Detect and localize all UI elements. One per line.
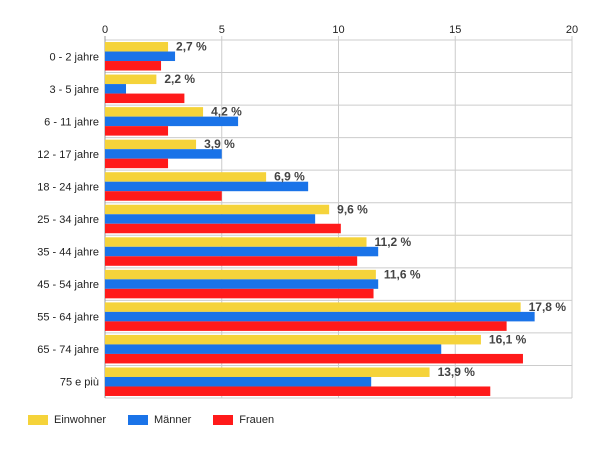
category-label: 25 - 34 jahre: [37, 214, 99, 226]
bar-mnner: [105, 279, 379, 289]
x-tick-label: 0: [102, 24, 108, 36]
data-label: 16,1 %: [489, 332, 527, 346]
bar-frauen: [105, 158, 169, 169]
legend-item-frauen: Frauen: [213, 414, 274, 426]
legend-swatch-einwohner: [28, 415, 48, 425]
bar-einwohner: [105, 302, 521, 312]
bar-frauen: [105, 126, 169, 136]
category-label: 55 - 64 jahre: [37, 312, 99, 324]
data-label: 13,9 %: [438, 365, 476, 379]
bar-frauen: [105, 256, 358, 266]
data-label: 2,2 %: [164, 72, 195, 86]
bar-mnner: [105, 344, 442, 354]
legend-swatch-frauen: [213, 415, 234, 425]
bar-einwohner: [105, 367, 430, 377]
bar-mnner: [105, 214, 316, 224]
x-tick-label: 15: [449, 24, 461, 36]
bar-einwohner: [105, 269, 376, 280]
category-label: 6 - 11 jahre: [44, 116, 99, 128]
bar-mnner: [105, 246, 379, 257]
bar-einwohner: [105, 172, 267, 182]
category-label: 3 - 5 jahre: [49, 84, 99, 96]
bar-einwohner: [105, 74, 157, 85]
x-tick-label: 20: [566, 24, 578, 36]
data-label: 6,9 %: [274, 170, 305, 184]
legend-label-maenner: Männer: [153, 414, 192, 426]
data-label: 11,6 %: [384, 267, 421, 281]
bar-einwohner: [105, 42, 169, 52]
bars: [105, 42, 535, 396]
x-tick-label: 10: [332, 24, 344, 36]
bar-mnner: [105, 181, 309, 192]
category-label: 45 - 54 jahre: [37, 279, 99, 291]
bar-einwohner: [105, 204, 330, 215]
category-label: 12 - 17 jahre: [37, 149, 99, 161]
category-label: 18 - 24 jahre: [37, 181, 99, 193]
x-axis-ticks: 0 5 10 15 20: [102, 24, 578, 36]
legend: Einwohner Männer Frauen: [28, 414, 274, 426]
bar-frauen: [105, 288, 374, 299]
category-label: 65 - 74 jahre: [37, 344, 99, 356]
bar-frauen: [105, 386, 491, 396]
x-tick-label: 5: [219, 24, 225, 36]
legend-label-einwohner: Einwohner: [54, 414, 106, 426]
bar-einwohner: [105, 107, 204, 117]
bar-frauen: [105, 321, 507, 331]
data-label: 3,9 %: [204, 137, 235, 151]
category-label: 0 - 2 jahre: [49, 51, 99, 63]
data-label: 2,7 %: [176, 40, 207, 54]
bar-mnner: [105, 84, 127, 94]
bar-einwohner: [105, 139, 197, 150]
legend-swatch-maenner: [127, 415, 148, 425]
bar-chart: 0 5 10 15 20 0 - 2 jahre 3 - 5 jahre 6 - 11 ja…: [37, 24, 578, 399]
bar-mnner: [105, 116, 239, 127]
legend-item-einwohner: Einwohner: [28, 414, 106, 426]
bar-einwohner: [105, 237, 367, 247]
legend-label-frauen: Frauen: [239, 414, 275, 426]
category-label: 35 - 44 jahre: [37, 247, 99, 259]
data-label: 17,8 %: [529, 300, 567, 314]
bar-frauen: [105, 353, 523, 364]
bar-mnner: [105, 376, 372, 387]
bar-frauen: [105, 223, 341, 234]
bar-mnner: [105, 149, 222, 159]
legend-item-maenner: Männer: [127, 414, 192, 426]
category-labels: 0 - 2 jahre 3 - 5 jahre 6 - 11 jahre 12 - 1…: [37, 51, 99, 388]
data-label: 11,2 %: [375, 235, 412, 249]
bar-mnner: [105, 311, 535, 322]
bar-frauen: [105, 61, 162, 71]
bar-einwohner: [105, 334, 481, 345]
data-label: 4,2 %: [211, 105, 242, 119]
data-label: 9,6 %: [337, 202, 368, 216]
bar-frauen: [105, 93, 185, 104]
category-label: 75 e più: [60, 377, 99, 389]
data-labels: 2,7 % 2,2 % 4,2 % 3,9 % 6,9 % 9,6 % 11,2 % 11,6…: [164, 40, 566, 379]
bar-mnner: [105, 51, 176, 62]
bar-frauen: [105, 191, 222, 201]
